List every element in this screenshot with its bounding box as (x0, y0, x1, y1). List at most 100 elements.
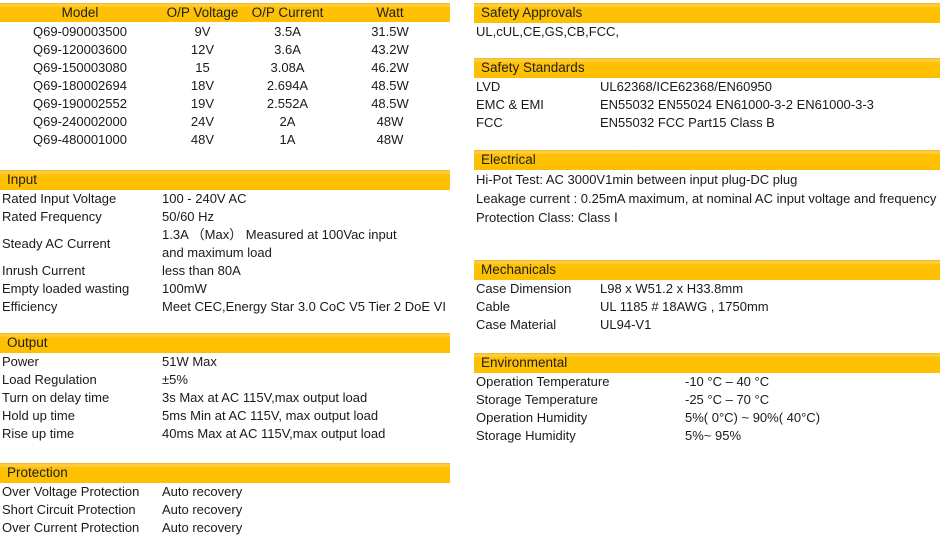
spec-line: Leakage current : 0.25mA maximum, at nom… (476, 191, 937, 206)
spec-label: Case Material (476, 317, 557, 332)
spec-row: Cable UL 1185 # 18AWG , 1750mm (474, 298, 940, 316)
section-lines: Hi-Pot Test: AC 3000V1min between input … (474, 170, 940, 227)
model-table-cell: Q69-480001000 (33, 131, 127, 147)
section-header-environmental: Environmental (474, 353, 940, 373)
spec-row: Operation Temperature -10 °C – 40 °C (474, 373, 940, 391)
spec-row: Over Voltage Protection Auto recovery (0, 483, 450, 501)
spec-value: ±5% (162, 372, 188, 387)
spec-row: Rated Input Voltage 100 - 240V AC (0, 190, 450, 208)
spec-label: EMC & EMI (476, 97, 544, 112)
section-header-input: Input (0, 170, 450, 190)
spec-label: Operation Temperature (476, 374, 610, 389)
model-table-cell: 43.2W (371, 41, 409, 57)
spec-row: Load Regulation ±5% (0, 371, 450, 389)
spec-label: Turn on delay time (2, 390, 110, 405)
model-table-cell: 3.6A (274, 41, 301, 57)
spec-label: Over Voltage Protection (2, 484, 140, 499)
spec-value: 100 - 240V AC (162, 191, 247, 206)
section-safety-approvals: Safety Approvals UL,cUL,CE,GS,CB,FCC, (474, 3, 940, 41)
section-header-protection: Protection (0, 463, 450, 483)
spec-value: 100mW (162, 281, 207, 296)
section-rows: Rated Input Voltage 100 - 240V AC Rated Fr… (0, 190, 450, 316)
spec-value: 5%( 0°C) ~ 90%( 40°C) (685, 410, 821, 425)
spec-value: 5%~ 95% (685, 428, 742, 443)
model-table-header-watt: Watt (330, 3, 450, 22)
model-table-row: Q69-180002694 18V 2.694A 48.5W (0, 76, 450, 94)
spec-row: Short Circuit Protection Auto recovery (0, 501, 450, 519)
model-table-header-row: Model O/P Voltage O/P Current Watt (0, 3, 450, 22)
section-lines: UL,cUL,CE,GS,CB,FCC, (474, 23, 940, 41)
model-table-cell: 15 (195, 59, 210, 75)
section-electrical: Electrical Hi-Pot Test: AC 3000V1min bet… (474, 150, 940, 227)
model-table-cell: 18V (190, 77, 215, 93)
spec-row: FCC EN55032 FCC Part15 Class B (474, 114, 940, 132)
section-input: Input Rated Input Voltage 100 - 240V AC Ra… (0, 170, 450, 316)
section-header-mechanicals: Mechanicals (474, 260, 940, 280)
spec-label: Inrush Current (2, 263, 86, 278)
spec-value: 51W Max (162, 354, 217, 369)
model-table: Model O/P Voltage O/P Current Watt Q69-0… (0, 3, 450, 148)
section-header-output: Output (0, 333, 450, 353)
spec-value: Auto recovery (162, 484, 243, 499)
spec-row: Rise up time 40ms Max at AC 115V,max outp… (0, 425, 450, 443)
spec-value: UL62368/ICE62368/EN60950 (600, 79, 773, 94)
spec-label: Rated Frequency (2, 209, 102, 224)
model-table-cell: 48.5W (371, 95, 409, 111)
spec-label: Efficiency (2, 299, 58, 314)
spec-label: Empty loaded wasting (2, 281, 130, 296)
model-table-cell: Q69-120003600 (33, 41, 127, 57)
model-table-row: Q69-480001000 48V 1A 48W (0, 130, 450, 148)
spec-row: Storage Humidity 5%~ 95% (474, 427, 940, 445)
model-table-body: Q69-090003500 9V 3.5A 31.5W Q69-120003600 12V… (0, 22, 450, 148)
spec-row: Case Dimension L98 x W51.2 x H33.8mm (474, 280, 940, 298)
spec-row: LVD UL62368/ICE62368/EN60950 (474, 78, 940, 96)
model-table-cell: 31.5W (371, 23, 409, 39)
model-table-cell: 48V (190, 131, 215, 147)
spec-row: Operation Humidity 5%( 0°C) ~ 90%( 40°C) (474, 409, 940, 427)
model-table-cell: 9V (194, 23, 211, 39)
model-table-cell: 24V (190, 113, 215, 129)
spec-value: less than 80A (162, 263, 241, 278)
spec-row: Hold up time 5ms Min at AC 115V, max outp… (0, 407, 450, 425)
spec-value: EN55032 FCC Part15 Class B (600, 115, 775, 130)
spec-value: 5ms Min at AC 115V, max output load (162, 408, 379, 423)
section-rows: Over Voltage Protection Auto recovery Shor… (0, 483, 450, 537)
spec-row: Over Current Protection Auto recovery (0, 519, 450, 537)
model-table-cell: Q69-090003500 (33, 23, 127, 39)
section-header-electrical: Electrical (474, 150, 940, 170)
section-rows: LVD UL62368/ICE62368/EN60950 EMC & EMI EN55… (474, 78, 940, 132)
spec-value: 3s Max at AC 115V,max output load (162, 390, 368, 405)
spec-label: Cable (476, 299, 510, 314)
spec-row: Case Material UL94-V1 (474, 316, 940, 334)
spec-value: 40ms Max at AC 115V,max output load (162, 426, 386, 441)
spec-row: Rated Frequency 50/60 Hz (0, 208, 450, 226)
spec-value: Auto recovery (162, 502, 243, 517)
spec-value: Meet CEC,Energy Star 3.0 CoC V5 Tier 2 D… (162, 299, 446, 314)
spec-row: Empty loaded wasting 100mW (0, 280, 450, 298)
spec-row: Storage Temperature -25 °C – 70 °C (474, 391, 940, 409)
spec-value: UL 1185 # 18AWG , 1750mm (600, 299, 769, 314)
model-table-row: Q69-240002000 24V 2A 48W (0, 112, 450, 130)
section-environmental: Environmental Operation Temperature -10 °… (474, 353, 940, 445)
model-table-cell: 2.552A (266, 95, 309, 111)
spec-label: Case Dimension (476, 281, 572, 296)
model-table-row: Q69-090003500 9V 3.5A 31.5W (0, 22, 450, 40)
spec-label: Power (2, 354, 39, 369)
spec-row: Efficiency Meet CEC,Energy Star 3.0 CoC V… (0, 298, 450, 316)
model-table-cell: 2.694A (266, 77, 309, 93)
model-table-header-current: O/P Current (245, 3, 330, 22)
spec-label: Storage Temperature (476, 392, 598, 407)
spec-row: Inrush Current less than 80A (0, 262, 450, 280)
spec-label: LVD (476, 79, 501, 94)
model-table-cell: 19V (190, 95, 215, 111)
model-table-row: Q69-150003080 15 3.08A 46.2W (0, 58, 450, 76)
section-mechanicals: Mechanicals Case Dimension L98 x W51.2 x … (474, 260, 940, 334)
model-table-cell: 2A (279, 113, 296, 129)
spec-label: FCC (476, 115, 503, 130)
model-table-cell: 3.5A (274, 23, 301, 39)
section-output: Output Power 51W Max Load Regulation ±5% Tur… (0, 333, 450, 443)
spec-label: Rated Input Voltage (2, 191, 117, 206)
spec-value: 1.3A （Max） Measured at 100Vac input and … (162, 227, 397, 260)
spec-value: L98 x W51.2 x H33.8mm (600, 281, 744, 296)
section-rows: Case Dimension L98 x W51.2 x H33.8mm Cable… (474, 280, 940, 334)
